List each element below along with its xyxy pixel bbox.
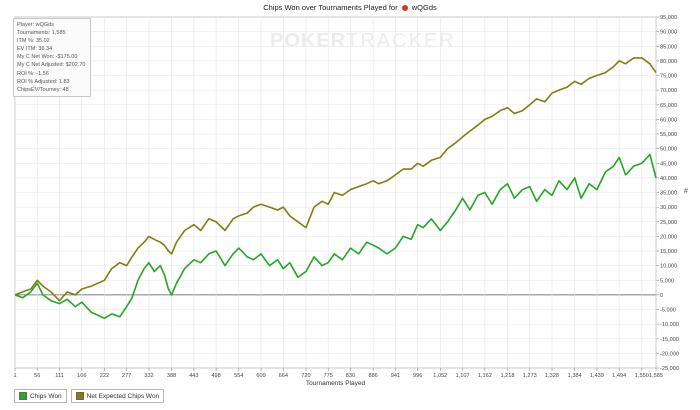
y-tick-label: 75,000 (660, 74, 677, 80)
stats-box: Player: wQGds Tournaments: 1,585 ITM %: … (13, 18, 91, 97)
x-tick-label: 1,273 (523, 373, 537, 379)
x-tick-label: 1 (13, 373, 16, 379)
y-tick-label: 40,000 (660, 176, 677, 182)
y-tick-label: -25,000 (660, 366, 679, 372)
y-tick-label: 5,000 (660, 278, 674, 284)
legend-swatch-chips-won (19, 392, 27, 400)
y-tick-label: -10,000 (660, 322, 679, 328)
y-axis-unit-label: # (684, 188, 688, 195)
x-tick-label: 498 (211, 373, 220, 379)
legend-label-chips-won: Chips Won (30, 392, 62, 400)
legend-swatch-net-expected (75, 392, 84, 400)
stat-roi: ROI %: -1.56 (17, 70, 49, 77)
x-tick-label: 609 (256, 373, 265, 379)
y-tick-label: 55,000 (660, 132, 677, 138)
x-tick-label: 277 (122, 373, 131, 379)
series-line-net-expected-chips-won (14, 57, 657, 302)
x-tick-label: 996 (413, 373, 422, 379)
chart-title: Chips Won over Tournaments Played for wQ… (0, 3, 700, 12)
y-tick-label: 35,000 (660, 191, 677, 197)
y-tick-label: 85,000 (660, 44, 677, 50)
stat-player: Player: wQGds (17, 22, 54, 28)
y-tick-label: -5,000 (660, 308, 676, 314)
x-tick-label: 222 (100, 373, 109, 379)
pokertracker-logo-icon (401, 5, 408, 11)
x-tick-label: 1,550 (635, 373, 649, 379)
stat-net-adjusted: My C Net Adjusted: $202.70 (17, 62, 86, 69)
x-tick-label: 388 (167, 373, 176, 379)
y-tick-label: 20,000 (660, 234, 677, 240)
x-tick-label: 941 (391, 373, 400, 379)
x-tick-label: 1,052 (433, 373, 447, 379)
stat-tournaments: Tournaments: 1,585 (17, 30, 66, 37)
legend-item-chips-won[interactable]: Chips Won (14, 389, 67, 403)
x-tick-label: 554 (234, 373, 243, 379)
x-tick-label: 720 (301, 373, 310, 379)
y-tick-label: 15,000 (660, 249, 677, 255)
x-tick-label: 443 (189, 373, 198, 379)
x-tick-label: 1,107 (456, 373, 470, 379)
x-tick-label: 56 (34, 373, 40, 379)
y-tick-label: -15,000 (660, 337, 679, 343)
x-tick-label: 1,218 (500, 373, 514, 379)
stat-net-won: My C Net Won: -$175.00 (17, 54, 78, 61)
chart-title-player: wQGds (411, 3, 437, 12)
stat-itm: ITM %: 35.02 (17, 38, 50, 45)
y-tick-label: 50,000 (660, 147, 677, 153)
x-tick-label: 111 (55, 373, 64, 379)
y-tick-label: 45,000 (660, 161, 677, 167)
x-tick-label: 1,384 (568, 373, 582, 379)
watermark-part1: POKER (270, 30, 347, 52)
x-tick-label: 332 (144, 373, 153, 379)
stat-roi-adjusted: ROI % Adjusted: 1.83 (17, 78, 70, 85)
y-tick-label: 90,000 (660, 30, 677, 36)
y-tick-label: 65,000 (660, 103, 677, 109)
x-tick-label: 830 (346, 373, 355, 379)
y-tick-label: 10,000 (660, 264, 677, 270)
x-tick-label: 664 (279, 373, 288, 379)
legend-label-net-expected: Net Expected Chips Won (86, 392, 160, 400)
x-tick-label: 1,585 (649, 373, 663, 379)
x-axis-label: Tournaments Played (306, 380, 366, 387)
x-tick-label: 1,494 (612, 373, 626, 379)
series-line-chips-won (14, 153, 657, 320)
y-tick-label: 25,000 (660, 220, 677, 226)
y-tick-label: 80,000 (660, 59, 677, 65)
watermark-part2: TRACKER (346, 30, 456, 52)
y-tick-label: 95,000 (660, 15, 677, 21)
chart-title-text: Chips Won over Tournaments Played for (263, 3, 398, 12)
x-tick-label: 886 (368, 373, 377, 379)
legend-item-net-expected[interactable]: Net Expected Chips Won (70, 389, 165, 403)
x-tick-label: 1,439 (590, 373, 604, 379)
x-tick-label: 775 (324, 373, 333, 379)
x-tick-label: 166 (77, 373, 86, 379)
y-tick-label: 30,000 (660, 205, 677, 211)
x-tick-label: 1,162 (478, 373, 492, 379)
y-tick-label: 70,000 (660, 88, 677, 94)
stat-chipsev: ChipsEV/Tourney: 48 (17, 86, 69, 93)
x-tick-label: 1,328 (545, 373, 559, 379)
stat-ev-itm: EV ITM: 36.34 (17, 46, 53, 53)
y-tick-label: -20,000 (660, 351, 679, 357)
pokertracker-watermark: POKERTRACKER (270, 30, 456, 53)
y-tick-label: 60,000 (660, 117, 677, 123)
chart-legend: Chips Won Net Expected Chips Won (14, 389, 165, 403)
y-tick-label: 0 (660, 293, 663, 299)
